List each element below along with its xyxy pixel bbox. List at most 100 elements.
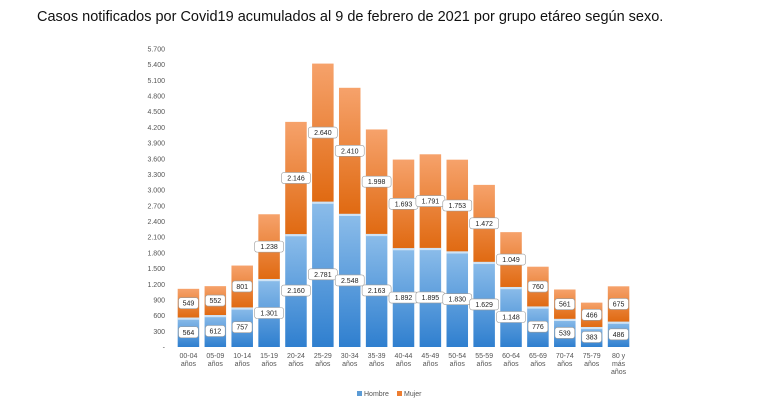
- x-tick-label: años: [530, 361, 546, 368]
- x-tick-label: 35-39: [368, 353, 386, 360]
- data-label-mujer: 466: [586, 312, 598, 319]
- bar-segment-highlight: [554, 318, 576, 322]
- data-label-box: [205, 294, 226, 307]
- data-label-mujer: 2.640: [314, 130, 332, 137]
- data-label-box: [608, 328, 629, 341]
- x-tick-label: años: [584, 361, 600, 368]
- y-tick-label: 4.800: [147, 94, 165, 101]
- bar-segment-highlight: [607, 321, 630, 324]
- data-label-box: [496, 311, 526, 323]
- y-tick-label: 3.000: [147, 188, 165, 195]
- y-tick-label: 5.400: [147, 62, 165, 69]
- data-label-box: [442, 199, 473, 212]
- bar-segment-highlight: [500, 286, 522, 290]
- data-label-box: [281, 284, 311, 297]
- data-label-mujer: 1.472: [475, 221, 493, 228]
- data-label-box: [581, 308, 602, 321]
- data-label-box: [334, 274, 365, 287]
- y-tick-label: 300: [153, 329, 165, 336]
- y-tick-label: 4.200: [147, 125, 165, 132]
- y-tick-label: 1.500: [147, 266, 165, 273]
- data-label-hombre: 757: [236, 325, 248, 332]
- x-tick-label: 80 y: [612, 353, 626, 360]
- data-label-hombre: 1.301: [260, 310, 278, 317]
- data-label-box: [469, 298, 499, 311]
- data-label-box: [308, 268, 338, 281]
- y-tick-label: 600: [153, 313, 165, 320]
- chart-title: Casos notificados por Covid19 acumulados…: [37, 9, 664, 25]
- y-tick-label: 3.300: [147, 172, 165, 179]
- x-tick-label: 40-44: [395, 353, 413, 360]
- data-label-mujer: 1.238: [260, 244, 278, 251]
- x-tick-label: 45-49: [421, 353, 439, 360]
- data-label-hombre: 2.163: [368, 288, 386, 295]
- data-label-box: [308, 126, 338, 139]
- data-label-box: [205, 325, 226, 337]
- bar-segment-highlight: [285, 234, 307, 237]
- legend-swatch-mujer: [397, 391, 402, 396]
- bar-segment-highlight: [419, 247, 442, 251]
- x-tick-label: 30-34: [341, 353, 359, 360]
- data-label-mujer: 1.791: [422, 199, 440, 206]
- data-label-mujer: 1.049: [502, 257, 520, 264]
- y-tick-label: 2.400: [147, 219, 165, 226]
- x-axis: 00-04años05-09años10-14años15-19años20-2…: [179, 353, 626, 376]
- x-tick-label: 15-19: [260, 353, 278, 360]
- data-label-mujer: 1.693: [395, 201, 413, 208]
- data-label-box: [527, 280, 549, 293]
- data-label-hombre: 383: [586, 334, 598, 341]
- bar-segment-highlight: [392, 248, 415, 251]
- x-tick-label: años: [181, 361, 197, 368]
- data-label-box: [254, 240, 284, 253]
- data-label-box: [554, 327, 575, 339]
- x-tick-label: 75-79: [583, 353, 601, 360]
- x-tick-label: años: [342, 361, 358, 368]
- data-label-mujer: 549: [183, 301, 195, 308]
- data-label-hombre: 2.781: [314, 272, 332, 279]
- data-label-hombre: 1.148: [502, 314, 520, 321]
- data-label-hombre: 486: [613, 332, 625, 339]
- y-tick-label: 1.200: [147, 282, 165, 289]
- data-label-hombre: 1.895: [422, 295, 440, 302]
- data-label-hombre: 1.830: [448, 297, 466, 304]
- data-label-hombre: 2.160: [287, 288, 305, 295]
- data-label-mujer: 675: [613, 301, 625, 308]
- y-tick-label: 5.100: [147, 78, 165, 85]
- data-label-box: [469, 217, 499, 230]
- y-tick-label: 2.100: [147, 235, 165, 242]
- bar-segment-highlight: [473, 261, 495, 265]
- x-tick-label: años: [369, 361, 385, 368]
- x-tick-label: 50-54: [448, 353, 466, 360]
- data-label-box: [581, 331, 602, 343]
- data-label-box: [178, 297, 199, 309]
- data-label-box: [527, 320, 549, 333]
- y-tick-label: 3.900: [147, 141, 165, 148]
- y-tick-label: 2.700: [147, 203, 165, 210]
- y-tick-label: -: [163, 345, 166, 352]
- legend: Hombre Mujer: [357, 391, 422, 398]
- data-label-mujer: 1.753: [448, 203, 466, 210]
- x-tick-label: 05-09: [206, 353, 224, 360]
- x-tick-label: 70-74: [556, 353, 574, 360]
- x-tick-label: 10-14: [233, 353, 251, 360]
- x-tick-label: años: [288, 361, 304, 368]
- y-tick-label: 5.700: [147, 47, 165, 54]
- bar-segment-highlight: [527, 306, 549, 309]
- data-label-box: [281, 172, 311, 184]
- x-tick-label: 20-24: [287, 353, 305, 360]
- x-tick-label: años: [611, 369, 627, 376]
- data-label-mujer: 2.410: [341, 148, 359, 155]
- data-label-mujer: 2.146: [287, 175, 305, 182]
- x-tick-label: años: [315, 361, 331, 368]
- data-label-hombre: 2.548: [341, 278, 359, 285]
- x-tick-label: 65-69: [529, 353, 547, 360]
- data-label-box: [232, 321, 253, 334]
- bar-segment-highlight: [365, 233, 388, 237]
- x-tick-label: años: [450, 361, 466, 368]
- data-label-box: [496, 253, 526, 266]
- x-tick-label: 00-04: [179, 353, 197, 360]
- bar-segment-highlight: [312, 201, 334, 204]
- bar-segment-highlight: [446, 251, 469, 254]
- data-label-box: [254, 307, 284, 319]
